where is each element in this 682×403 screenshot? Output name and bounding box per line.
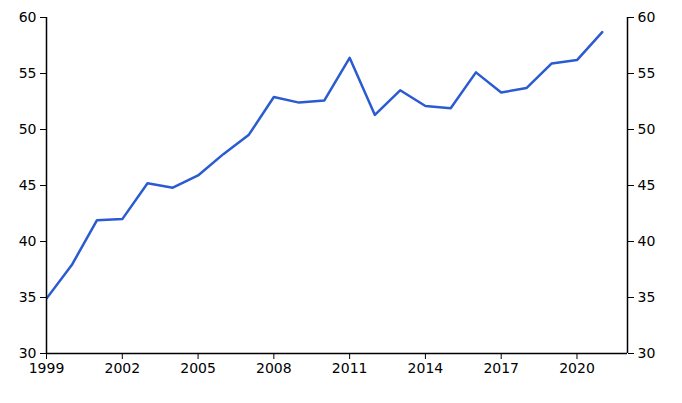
svg-text:35: 35 — [19, 289, 37, 305]
svg-text:40: 40 — [19, 233, 37, 249]
svg-text:2008: 2008 — [256, 360, 292, 376]
svg-text:45: 45 — [638, 177, 656, 193]
svg-text:2002: 2002 — [104, 360, 140, 376]
svg-text:40: 40 — [638, 233, 656, 249]
svg-text:45: 45 — [19, 177, 37, 193]
svg-text:50: 50 — [19, 121, 37, 137]
svg-text:30: 30 — [19, 345, 37, 361]
svg-text:60: 60 — [638, 9, 656, 25]
svg-text:30: 30 — [638, 345, 656, 361]
svg-text:55: 55 — [19, 65, 37, 81]
svg-text:2011: 2011 — [332, 360, 368, 376]
svg-text:2005: 2005 — [180, 360, 216, 376]
svg-text:60: 60 — [19, 9, 37, 25]
svg-text:2017: 2017 — [483, 360, 519, 376]
svg-text:2020: 2020 — [559, 360, 595, 376]
svg-text:50: 50 — [638, 121, 656, 137]
svg-text:1999: 1999 — [29, 360, 65, 376]
svg-text:2014: 2014 — [408, 360, 444, 376]
svg-text:35: 35 — [638, 289, 656, 305]
svg-text:55: 55 — [638, 65, 656, 81]
